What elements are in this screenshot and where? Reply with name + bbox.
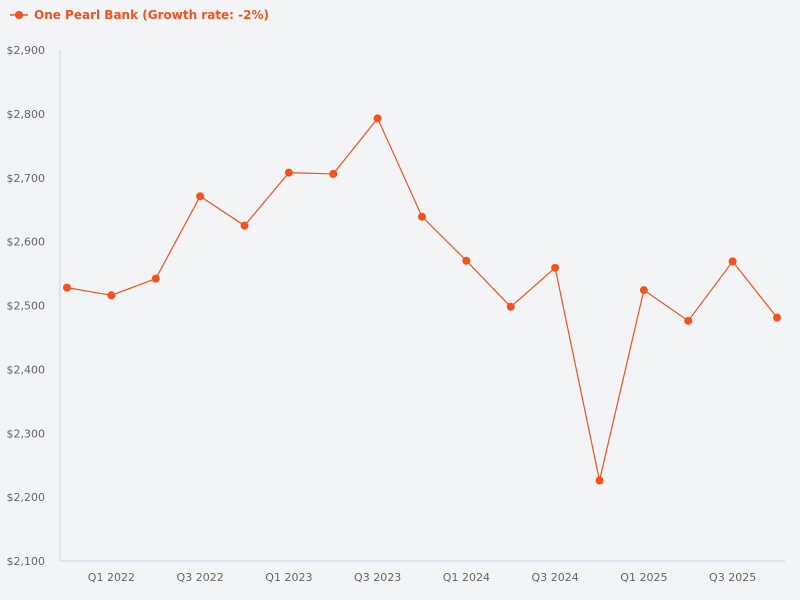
y-tick-label: $2,700	[7, 172, 46, 185]
data-point[interactable]	[595, 476, 604, 485]
y-tick-label: $2,800	[7, 108, 46, 121]
x-tick-label: Q3 2025	[709, 571, 756, 584]
legend-label: One Pearl Bank (Growth rate: -2%)	[34, 8, 269, 22]
x-tick-label: Q3 2022	[177, 571, 224, 584]
y-tick-label: $2,400	[7, 363, 46, 376]
data-point[interactable]	[240, 221, 249, 230]
y-tick-label: $2,300	[7, 427, 46, 440]
y-tick-label: $2,500	[7, 300, 46, 313]
data-point[interactable]	[107, 291, 116, 300]
data-point[interactable]	[684, 316, 693, 325]
data-point[interactable]	[284, 168, 293, 177]
data-point[interactable]	[329, 169, 338, 178]
x-axis: Q1 2022 Q3 2022 Q1 2023 Q3 2023 Q1 2024 Q3 20…	[60, 560, 785, 584]
y-axis: $2,100 $2,200 $2,300 $2,400 $2,500 $2,600 $2,7…	[7, 44, 61, 568]
data-point[interactable]	[462, 256, 471, 265]
series-line	[66, 117, 778, 481]
data-point[interactable]	[151, 274, 160, 283]
legend-line-marker-icon	[10, 11, 28, 19]
y-tick-label: $2,200	[7, 491, 46, 504]
data-point[interactable]	[551, 263, 560, 272]
series-one-pearl-bank	[63, 114, 781, 485]
x-tick-label: Q1 2022	[88, 571, 135, 584]
y-tick-label: $2,900	[7, 44, 46, 57]
data-point[interactable]	[196, 192, 205, 201]
y-tick-label: $2,600	[7, 236, 46, 249]
data-point[interactable]	[418, 212, 426, 221]
legend[interactable]: One Pearl Bank (Growth rate: -2%)	[10, 8, 269, 22]
data-point[interactable]	[773, 313, 781, 322]
x-tick-label: Q1 2024	[443, 571, 490, 584]
data-point[interactable]	[373, 114, 382, 123]
x-tick-label: Q3 2024	[532, 571, 579, 584]
data-point[interactable]	[63, 283, 71, 292]
x-tick-label: Q3 2023	[354, 571, 401, 584]
y-tick-label: $2,100	[7, 555, 46, 568]
data-point[interactable]	[506, 302, 515, 311]
data-point[interactable]	[639, 286, 648, 295]
data-point[interactable]	[728, 257, 737, 266]
x-tick-label: Q1 2025	[620, 571, 667, 584]
x-tick-label: Q1 2023	[265, 571, 312, 584]
